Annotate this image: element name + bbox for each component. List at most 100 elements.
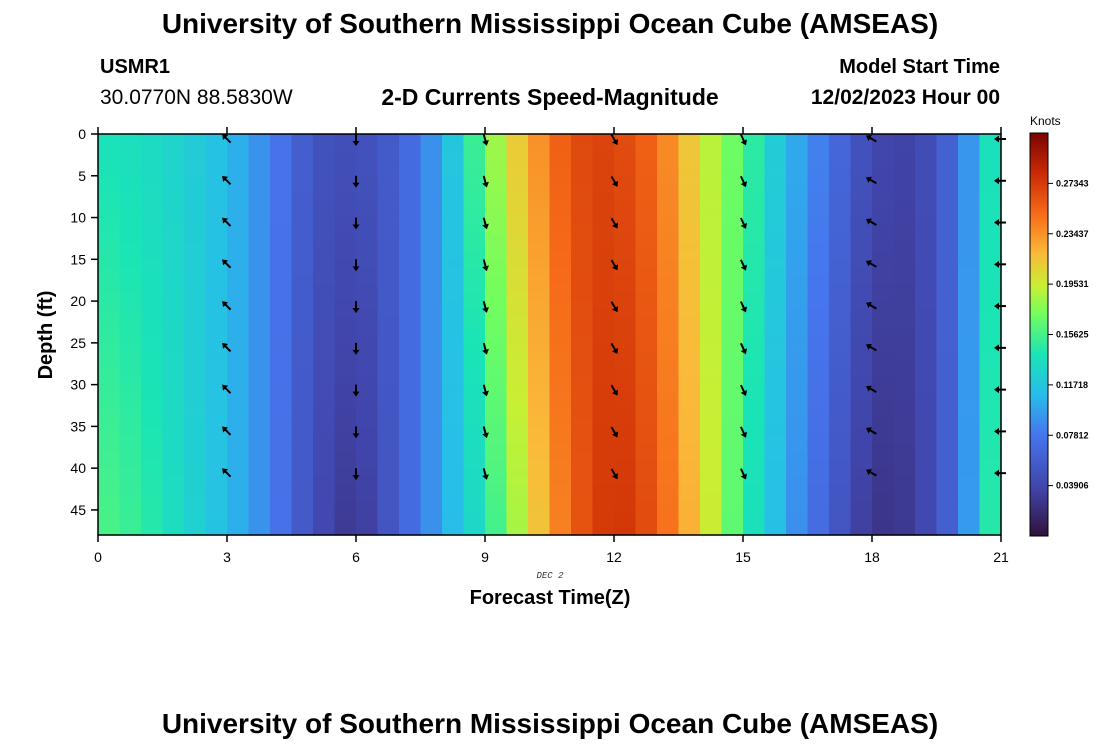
heatmap-cell [313, 468, 336, 478]
heatmap-cell [270, 284, 293, 294]
heatmap-cell [442, 242, 465, 252]
heatmap-cell [764, 501, 787, 511]
heatmap-cell [915, 326, 938, 336]
heatmap-cell [979, 376, 1002, 386]
heatmap-cell [678, 451, 701, 461]
heatmap-cell [227, 167, 250, 177]
heatmap-cell [614, 376, 637, 386]
heatmap-cell [463, 342, 486, 352]
heatmap-cell [915, 468, 938, 478]
heatmap-cell [592, 451, 615, 461]
heatmap-cell [700, 509, 723, 519]
heatmap-cell [291, 476, 314, 486]
heatmap-cell [721, 376, 744, 386]
current-vector-arrow [482, 259, 489, 272]
heatmap-cell [485, 292, 508, 302]
heatmap-cell [614, 292, 637, 302]
heatmap-cell [958, 334, 981, 344]
heatmap-cell [657, 468, 680, 478]
heatmap-cell [893, 392, 916, 402]
heatmap-cell [614, 501, 637, 511]
heatmap-cell [872, 351, 895, 361]
heatmap-cell [721, 200, 744, 210]
heatmap-cell [743, 209, 766, 219]
heatmap-cell [270, 418, 293, 427]
heatmap-cell [571, 443, 594, 453]
heatmap-cell [721, 342, 744, 352]
heatmap-cell [979, 267, 1002, 277]
heatmap-cell [592, 267, 615, 277]
heatmap-cell [313, 376, 336, 386]
heatmap-cell [399, 142, 422, 152]
heatmap-cell [399, 392, 422, 402]
heatmap-cell [721, 384, 744, 394]
heatmap-cell [807, 225, 830, 235]
y-tick-label: 35 [70, 418, 86, 434]
heatmap-cell [958, 284, 981, 294]
heatmap-cell [893, 292, 916, 302]
heatmap-cell [463, 175, 486, 185]
heatmap-cell [786, 284, 809, 294]
heatmap-cell [420, 401, 443, 411]
heatmap-cell [893, 150, 916, 160]
heatmap-cell [377, 209, 400, 219]
heatmap-cell [205, 509, 228, 519]
heatmap-cell [958, 209, 981, 219]
heatmap-cell [743, 150, 766, 160]
heatmap-cell [506, 284, 529, 294]
heatmap-cell [592, 459, 615, 469]
heatmap-cell [291, 309, 314, 319]
heatmap-cell [743, 159, 766, 169]
heatmap-cell [936, 150, 959, 160]
heatmap-cell [399, 376, 422, 386]
heatmap-cell [614, 159, 637, 169]
heatmap-cell [248, 134, 271, 143]
heatmap-cell [141, 267, 164, 277]
heatmap-cell [420, 134, 443, 143]
heatmap-cell [442, 267, 465, 277]
heatmap-cell [119, 167, 142, 177]
current-vector-arrow [352, 384, 360, 397]
heatmap-cell [700, 267, 723, 277]
heatmap-cell [141, 334, 164, 344]
heatmap-cell [162, 284, 185, 294]
heatmap-cell [678, 250, 701, 260]
heatmap-cell [764, 359, 787, 369]
heatmap-cell [485, 150, 508, 160]
heatmap-cell [936, 426, 959, 436]
heatmap-cell [141, 167, 164, 177]
heatmap-cell [721, 459, 744, 469]
heatmap-cell [205, 134, 228, 143]
heatmap-cell [872, 334, 895, 344]
heatmap-cell [958, 309, 981, 319]
heatmap-cell [872, 184, 895, 194]
heatmap-cell [141, 509, 164, 519]
heatmap-cell [506, 376, 529, 386]
heatmap-cell [248, 359, 271, 369]
heatmap-cell [270, 384, 293, 394]
heatmap-cell [162, 267, 185, 277]
heatmap-cell [227, 326, 250, 336]
y-tick-label: 5 [78, 168, 86, 184]
heatmap-cell [377, 443, 400, 453]
heatmap-cell [98, 359, 121, 369]
x-axis: 0 3 6 9 12 15 18 21 [94, 127, 1009, 565]
heatmap-cell [850, 484, 873, 494]
colorbar: Knots 0.273430.234370.195310.156250.1171… [1029, 114, 1089, 537]
heatmap-cell [915, 134, 938, 143]
heatmap-cell [786, 468, 809, 478]
heatmap-cell [334, 359, 357, 369]
heatmap-cell [807, 409, 830, 419]
heatmap-cell [936, 192, 959, 202]
heatmap-cell [463, 434, 486, 444]
heatmap-cell [162, 317, 185, 327]
heatmap-cell [678, 309, 701, 319]
heatmap-cell [248, 150, 271, 160]
heatmap-cell [807, 493, 830, 503]
heatmap-cell [614, 242, 637, 252]
heatmap-cell [743, 259, 766, 269]
heatmap-cell [205, 234, 228, 244]
heatmap-cell [915, 459, 938, 469]
heatmap-cell [936, 267, 959, 277]
heatmap-cell [700, 284, 723, 294]
